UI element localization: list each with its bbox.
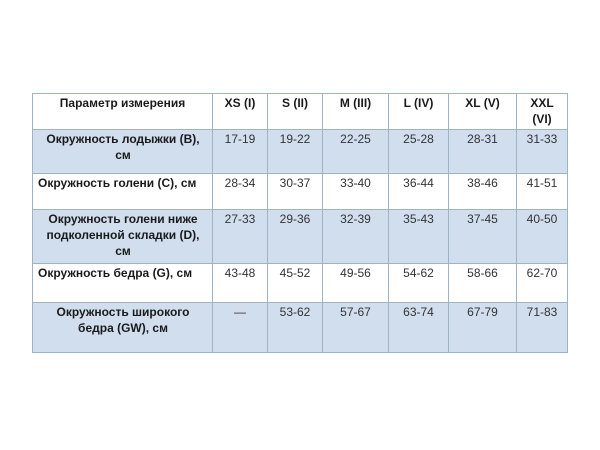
table-cell: 32-39 (323, 210, 389, 264)
table-cell: 45-52 (268, 264, 323, 303)
table-cell: 38-46 (449, 174, 517, 210)
table-row: Окружность бедра (G), см 43-48 45-52 49-… (33, 264, 568, 303)
row-label-thigh: Окружность бедра (G), см (33, 264, 213, 303)
table-row: Окружность широкого бедра (GW), см — 53-… (33, 303, 568, 353)
table-cell: 30-37 (268, 174, 323, 210)
table-cell: 17-19 (213, 130, 268, 174)
table-cell: 71-83 (517, 303, 568, 353)
table-cell: 40-50 (517, 210, 568, 264)
table-cell: 67-79 (449, 303, 517, 353)
row-label-wide-thigh: Окружность широкого бедра (GW), см (33, 303, 213, 353)
table-cell: — (213, 303, 268, 353)
table-cell: 53-62 (268, 303, 323, 353)
table-cell: 31-33 (517, 130, 568, 174)
table-cell: 54-62 (389, 264, 449, 303)
table-cell: 28-31 (449, 130, 517, 174)
table-row: Окружность лодыжки (B), см 17-19 19-22 2… (33, 130, 568, 174)
header-cell-xl: XL (V) (449, 94, 517, 130)
table-cell: 37-45 (449, 210, 517, 264)
table-row: Окружность голени ниже подколенной склад… (33, 210, 568, 264)
header-cell-parameter: Параметр измерения (33, 94, 213, 130)
table-cell: 36-44 (389, 174, 449, 210)
table-cell: 43-48 (213, 264, 268, 303)
table-cell: 41-51 (517, 174, 568, 210)
table-cell: 58-66 (449, 264, 517, 303)
table-row: Окружность голени (C), см 28-34 30-37 33… (33, 174, 568, 210)
table-cell: 28-34 (213, 174, 268, 210)
table-cell: 49-56 (323, 264, 389, 303)
table-cell: 57-67 (323, 303, 389, 353)
table-cell: 33-40 (323, 174, 389, 210)
table-cell: 62-70 (517, 264, 568, 303)
table-cell: 19-22 (268, 130, 323, 174)
header-cell-l: L (IV) (389, 94, 449, 130)
size-chart-table: Параметр измерения XS (I) S (II) M (III)… (32, 93, 568, 353)
table-cell: 29-36 (268, 210, 323, 264)
header-cell-s: S (II) (268, 94, 323, 130)
table-cell: 35-43 (389, 210, 449, 264)
table-cell: 63-74 (389, 303, 449, 353)
header-cell-m: M (III) (323, 94, 389, 130)
row-label-below-knee: Окружность голени ниже подколенной склад… (33, 210, 213, 264)
header-cell-xxl: XXL (VI) (517, 94, 568, 130)
row-label-ankle: Окружность лодыжки (B), см (33, 130, 213, 174)
table-cell: 22-25 (323, 130, 389, 174)
table-cell: 27-33 (213, 210, 268, 264)
table-header-row: Параметр измерения XS (I) S (II) M (III)… (33, 94, 568, 130)
header-cell-xs: XS (I) (213, 94, 268, 130)
table-cell: 25-28 (389, 130, 449, 174)
row-label-calf: Окружность голени (C), см (33, 174, 213, 210)
